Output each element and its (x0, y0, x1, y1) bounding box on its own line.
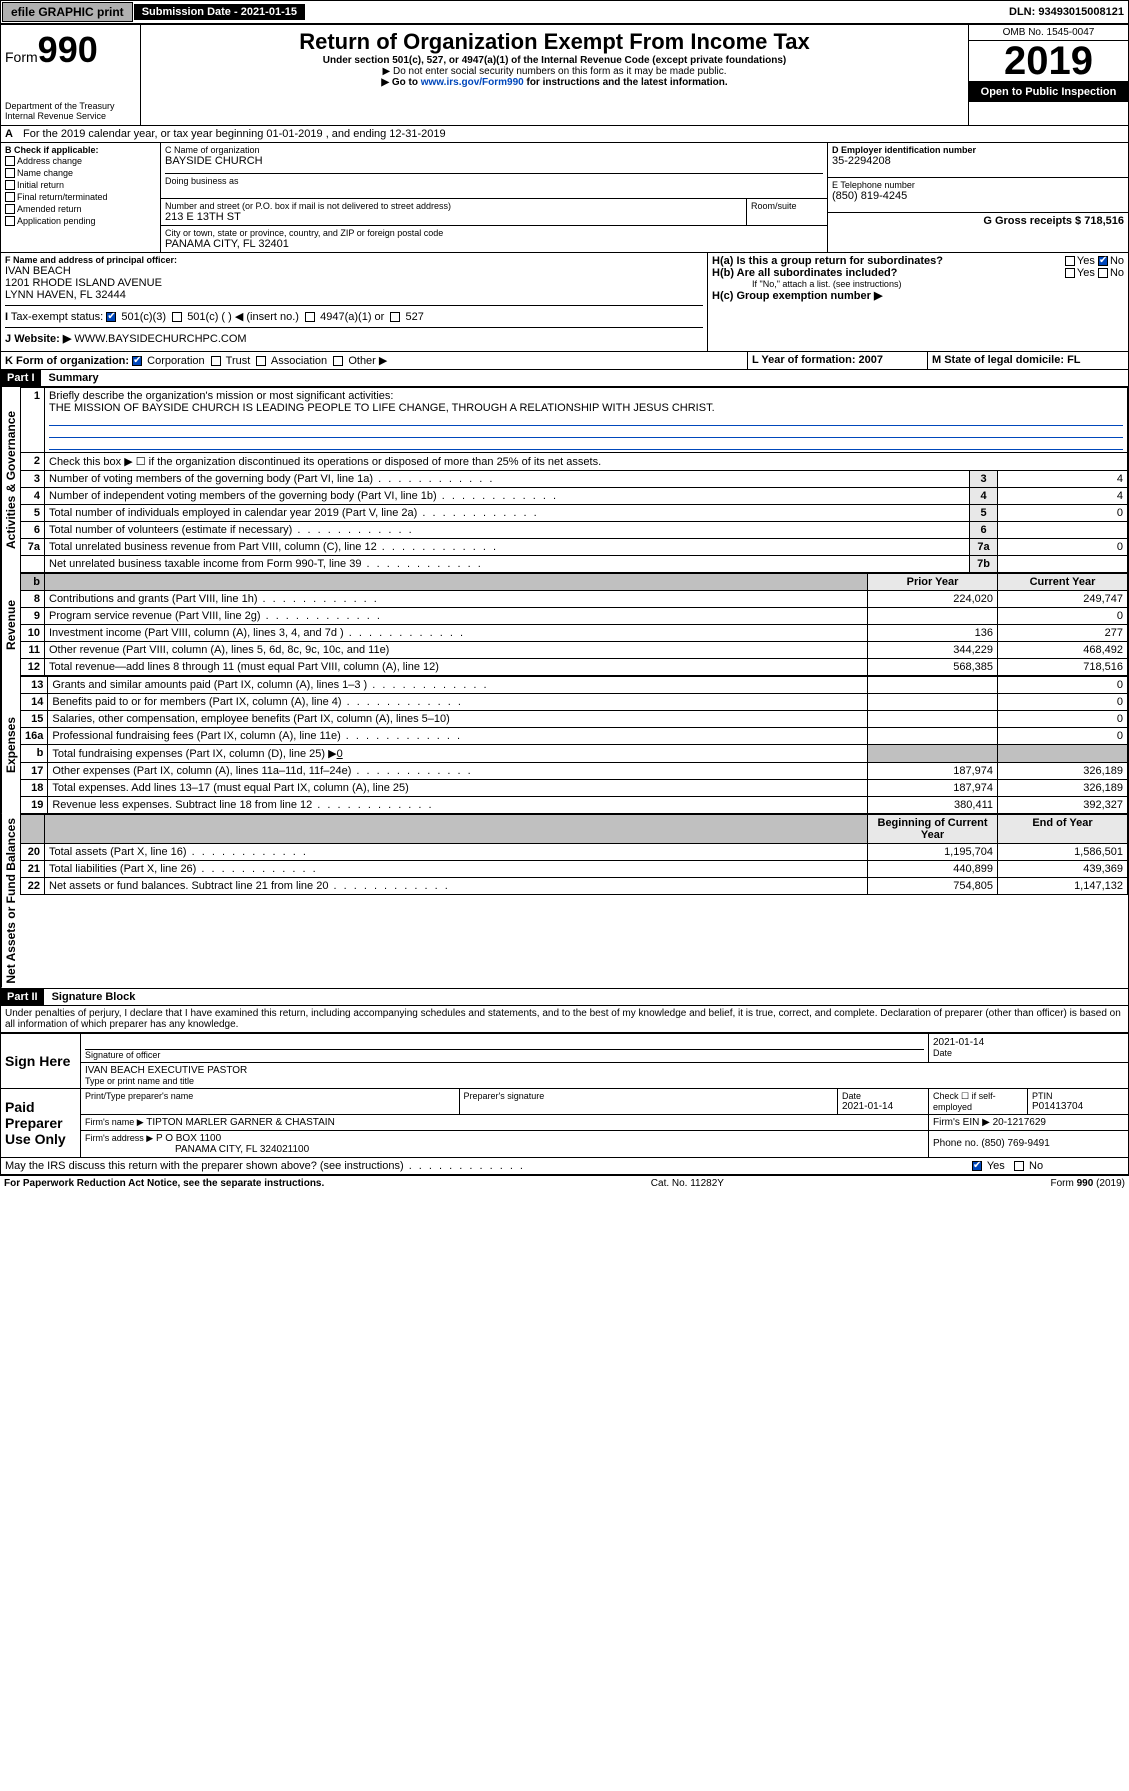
form-footer: Form 990 (2019) (1051, 1178, 1125, 1189)
box-b: B Check if applicable: Address change Na… (1, 143, 161, 252)
l7b-val (998, 556, 1128, 573)
phone: (850) 819-4245 (832, 190, 1124, 202)
officer-name: IVAN BEACH (5, 265, 703, 277)
signature-table: Sign Here Signature of officer 2021-01-1… (0, 1033, 1129, 1158)
amended-return-checkbox[interactable] (5, 204, 15, 214)
net-vlabel: Net Assets or Fund Balances (1, 814, 20, 988)
l6-val (998, 522, 1128, 539)
part1-header: Part I Summary (0, 370, 1129, 387)
irs-link[interactable]: www.irs.gov/Form990 (421, 77, 524, 88)
ein: 35-2294208 (832, 155, 1124, 167)
klm-row: K Form of organization: Corporation Trus… (0, 352, 1129, 370)
final-return-checkbox[interactable] (5, 192, 15, 202)
info-block: B Check if applicable: Address change Na… (0, 143, 1129, 253)
box-deg: D Employer identification number 35-2294… (828, 143, 1128, 252)
gov-vlabel: Activities & Governance (1, 387, 20, 573)
initial-return-checkbox[interactable] (5, 180, 15, 190)
l3-val: 4 (998, 471, 1128, 488)
firm-phone: Phone no. (850) 769-9491 (929, 1130, 1129, 1157)
name-change-checkbox[interactable] (5, 168, 15, 178)
gov-table: 1 Briefly describe the organization's mi… (20, 387, 1128, 573)
ssn-note: ▶ Do not enter social security numbers o… (145, 66, 964, 77)
part2-header: Part II Signature Block (0, 989, 1129, 1006)
exp-vlabel: Expenses (1, 676, 20, 814)
expenses-table: 13Grants and similar amounts paid (Part … (20, 676, 1128, 814)
form-header: Form990 Department of the Treasury Inter… (0, 24, 1129, 126)
top-toolbar: efile GRAPHIC print Submission Date - 20… (0, 0, 1129, 24)
corp-checkbox[interactable] (132, 356, 142, 366)
pra-notice: For Paperwork Reduction Act Notice, see … (4, 1178, 324, 1189)
discuss-no-checkbox[interactable] (1014, 1161, 1024, 1171)
org-address: 213 E 13TH ST (165, 211, 742, 223)
mission-text: THE MISSION OF BAYSIDE CHURCH IS LEADING… (49, 402, 715, 414)
sign-here-label: Sign Here (1, 1033, 81, 1088)
ptin: P01413704 (1032, 1101, 1124, 1112)
officer-addr1: 1201 RHODE ISLAND AVENUE (5, 277, 703, 289)
501c-checkbox[interactable] (172, 312, 182, 322)
dept-treasury: Department of the Treasury (5, 101, 136, 111)
goto-note: ▶ Go to www.irs.gov/Form990 for instruct… (145, 77, 964, 88)
l4-val: 4 (998, 488, 1128, 505)
tax-period: For the 2019 calendar year, or tax year … (19, 126, 450, 142)
discuss-yes-checkbox[interactable] (972, 1161, 982, 1171)
discuss-row: May the IRS discuss this return with the… (0, 1158, 1129, 1175)
501c3-checkbox[interactable] (106, 312, 116, 322)
527-checkbox[interactable] (390, 312, 400, 322)
application-pending-checkbox[interactable] (5, 216, 15, 226)
officer-printed: IVAN BEACH EXECUTIVE PASTOR (85, 1065, 1124, 1076)
firm-name: TIPTON MARLER GARNER & CHASTAIN (146, 1117, 335, 1128)
hb-no-checkbox[interactable] (1098, 268, 1108, 278)
firm-ein: Firm's EIN ▶ 20-1217629 (929, 1114, 1129, 1130)
box-c: C Name of organization BAYSIDE CHURCH Do… (161, 143, 828, 252)
ha-no-checkbox[interactable] (1098, 256, 1108, 266)
rev-vlabel: Revenue (1, 573, 20, 676)
paid-preparer-label: Paid Preparer Use Only (1, 1088, 81, 1157)
tax-year: 2019 (969, 41, 1128, 81)
revenue-table: bPrior YearCurrent Year 8Contributions a… (20, 573, 1128, 676)
officer-addr2: LYNN HAVEN, FL 32444 (5, 289, 703, 301)
submission-date: Submission Date - 2021-01-15 (134, 4, 305, 20)
assoc-checkbox[interactable] (256, 356, 266, 366)
netassets-table: Beginning of Current YearEnd of Year 20T… (20, 814, 1128, 895)
efile-button[interactable]: efile GRAPHIC print (2, 2, 133, 22)
form-subtitle: Under section 501(c), 527, or 4947(a)(1)… (145, 55, 964, 66)
fh-block: F Name and address of principal officer:… (0, 253, 1129, 352)
org-city: PANAMA CITY, FL 32401 (165, 238, 823, 250)
gross-receipts: G Gross receipts $ 718,516 (983, 215, 1124, 227)
l7a-val: 0 (998, 539, 1128, 556)
org-name: BAYSIDE CHURCH (165, 155, 823, 167)
other-checkbox[interactable] (333, 356, 343, 366)
state-domicile: M State of legal domicile: FL (928, 352, 1128, 369)
form-number: Form990 (5, 29, 136, 71)
cat-no: Cat. No. 11282Y (651, 1178, 724, 1189)
period-row: A For the 2019 calendar year, or tax yea… (0, 126, 1129, 143)
open-public-badge: Open to Public Inspection (969, 81, 1128, 102)
irs-label: Internal Revenue Service (5, 111, 136, 121)
year-formation: L Year of formation: 2007 (748, 352, 928, 369)
hb-yes-checkbox[interactable] (1065, 268, 1075, 278)
form-title: Return of Organization Exempt From Incom… (145, 29, 964, 55)
dln: DLN: 93493015008121 (1009, 6, 1128, 18)
firm-addr: P O BOX 1100 (156, 1133, 221, 1144)
website: WWW.BAYSIDECHURCHPC.COM (74, 333, 246, 345)
address-change-checkbox[interactable] (5, 156, 15, 166)
footer: For Paperwork Reduction Act Notice, see … (0, 1175, 1129, 1191)
trust-checkbox[interactable] (211, 356, 221, 366)
l5-val: 0 (998, 505, 1128, 522)
ha-yes-checkbox[interactable] (1065, 256, 1075, 266)
perjury-declaration: Under penalties of perjury, I declare th… (0, 1006, 1129, 1033)
4947-checkbox[interactable] (305, 312, 315, 322)
